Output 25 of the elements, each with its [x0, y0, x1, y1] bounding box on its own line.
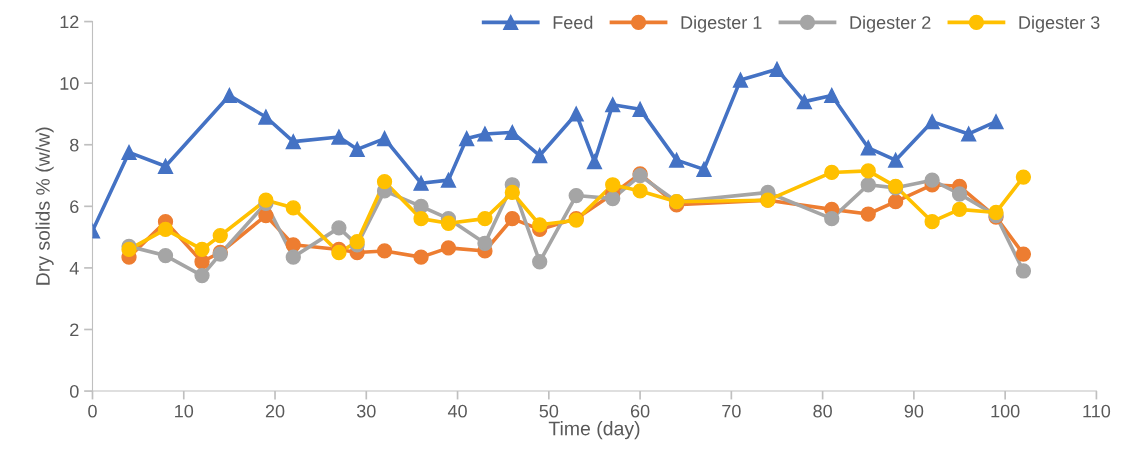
x-tick-label: 100: [991, 404, 1020, 418]
x-tick-label: 30: [356, 404, 376, 418]
x-tick-label: 50: [539, 404, 559, 418]
y-axis-title: Dry solids % (w/w): [35, 127, 54, 285]
legend-label: Digester 1: [681, 15, 762, 33]
y-tick-label: 4: [69, 262, 79, 275]
y-tick-label: 10: [60, 77, 79, 90]
y-tick-label: 8: [70, 138, 79, 152]
x-axis-title: Time (day): [548, 421, 640, 440]
legend-label: Digester 3: [1019, 15, 1100, 33]
x-tick-label: 40: [447, 404, 467, 418]
x-tick-label: 110: [1083, 404, 1111, 418]
x-tick-label: 80: [813, 404, 832, 418]
x-tick-label: 10: [175, 404, 194, 418]
x-tick-label: 90: [904, 404, 924, 418]
x-tick-label: 0: [88, 404, 97, 418]
y-tick-label: 0: [69, 385, 79, 398]
y-tick-label: 2: [70, 323, 79, 337]
x-tick-label: 60: [630, 404, 650, 418]
y-tick-label: 6: [70, 200, 79, 214]
legend-label: Digester 2: [850, 15, 931, 33]
y-tick-label: 12: [60, 15, 79, 29]
x-tick-label: 20: [265, 404, 285, 418]
legend-label: Feed: [553, 15, 593, 29]
x-tick-label: 70: [722, 404, 741, 418]
